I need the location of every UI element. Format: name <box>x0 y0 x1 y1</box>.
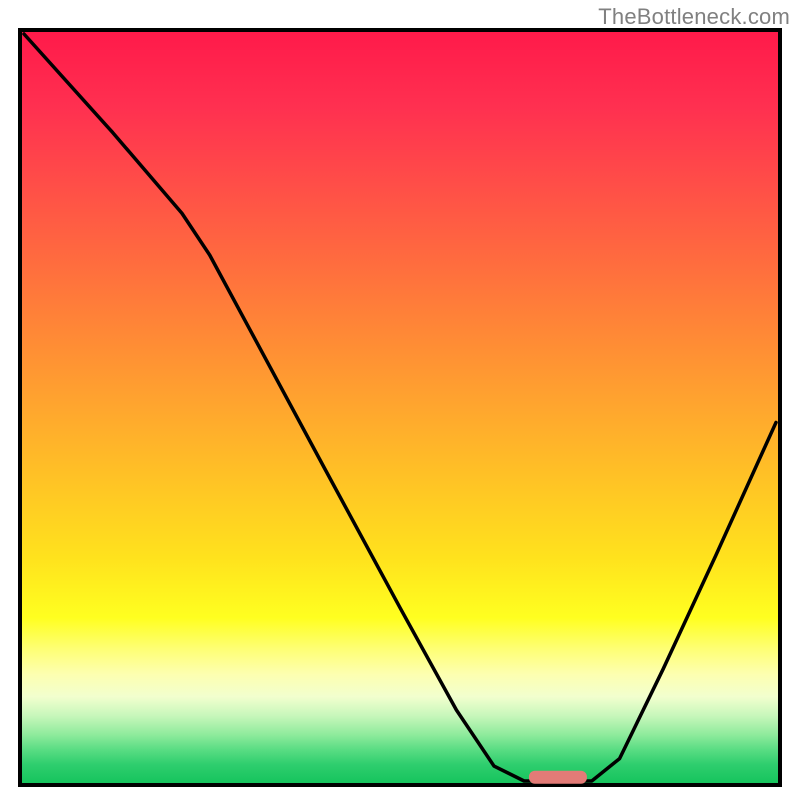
chart-container: TheBottleneck.com <box>0 0 800 800</box>
optimal-range-marker <box>529 771 587 784</box>
chart-svg <box>0 0 800 800</box>
gradient-background <box>22 32 778 783</box>
watermark-text: TheBottleneck.com <box>598 4 790 30</box>
